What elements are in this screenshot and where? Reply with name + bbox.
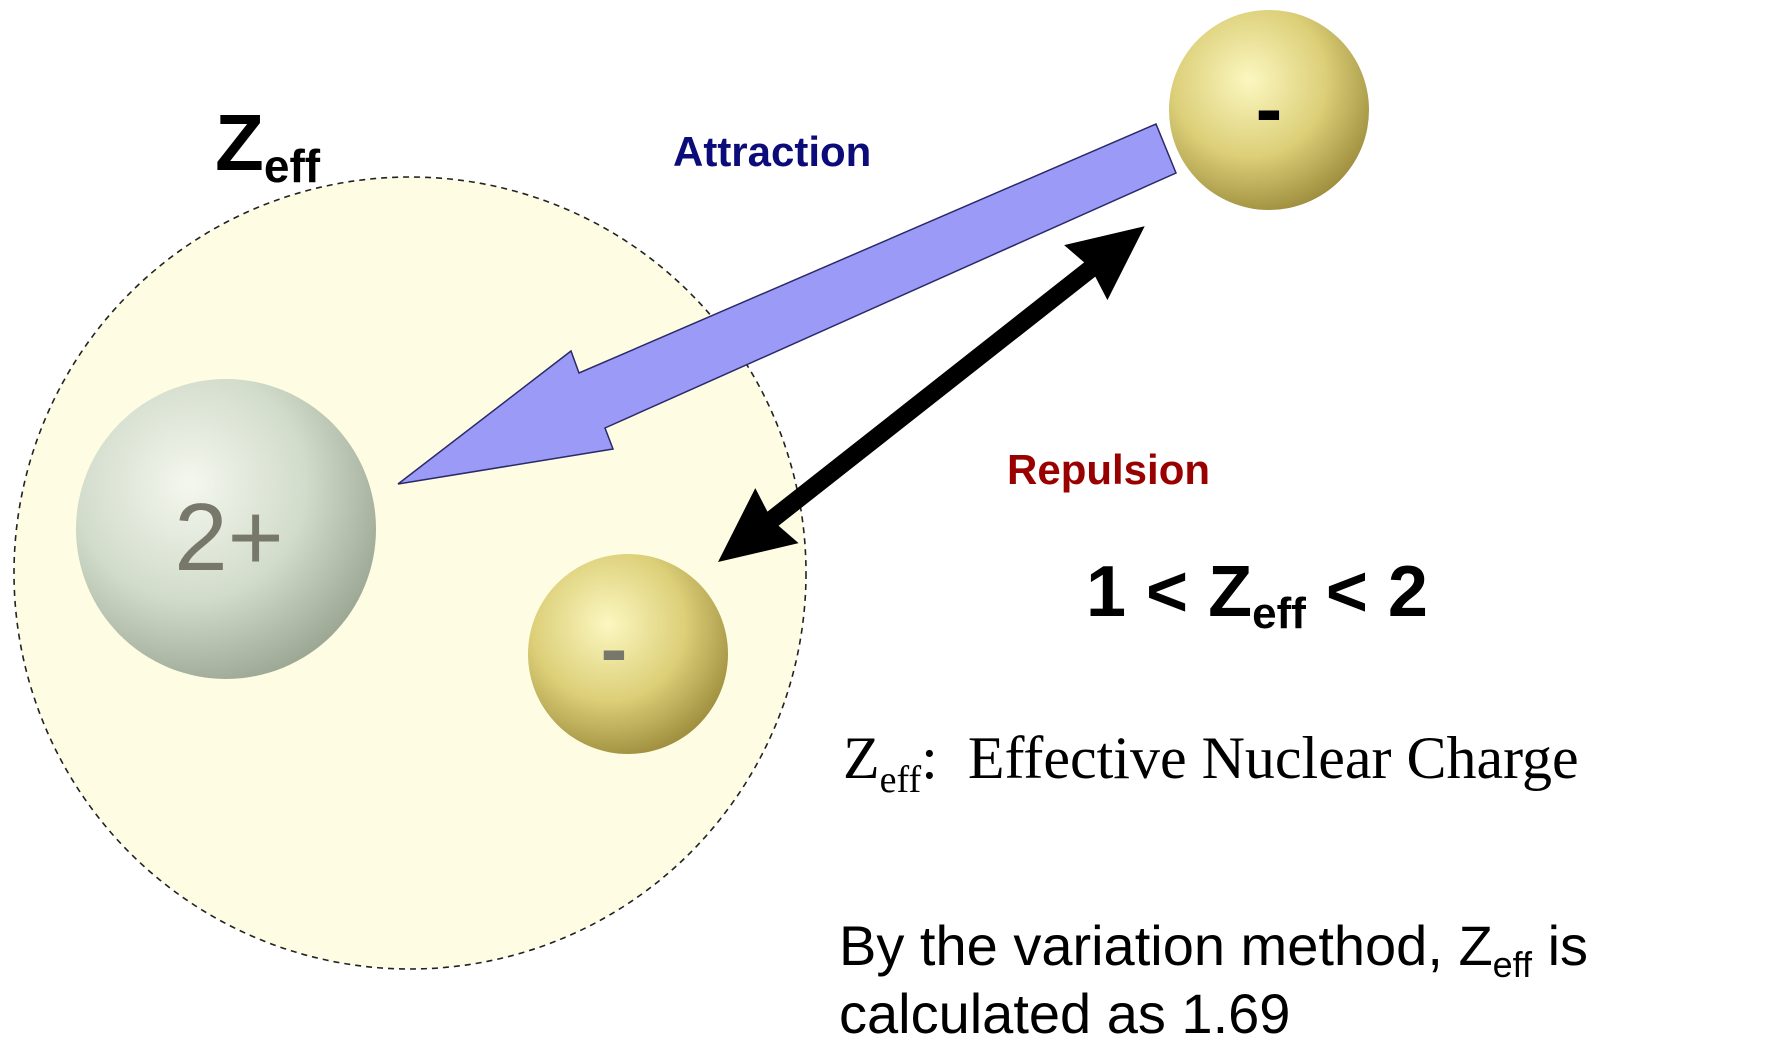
inequality: 1 < Zeff < 2 xyxy=(1086,552,1428,638)
outer-electron-charge: - xyxy=(1256,64,1283,153)
attraction-label: Attraction xyxy=(673,128,871,175)
page: {"diagram": { "zeff_label": {"main": "Z"… xyxy=(0,0,1765,1047)
note-line-1: By the variation method, Zeff is xyxy=(839,914,1588,985)
repulsion-label: Repulsion xyxy=(1007,446,1210,493)
zeff-label: Zeff xyxy=(215,98,321,192)
inner-electron xyxy=(528,554,728,754)
diagram: Zeff Attraction Repulsion 2+ - - 1 < Zef… xyxy=(0,0,1765,1047)
nucleus-charge: 2+ xyxy=(174,484,283,591)
inner-electron-charge: - xyxy=(601,604,628,693)
definition: Zeff: Effective Nuclear Charge xyxy=(843,725,1579,801)
note-line-2: calculated as 1.69 xyxy=(839,982,1290,1045)
